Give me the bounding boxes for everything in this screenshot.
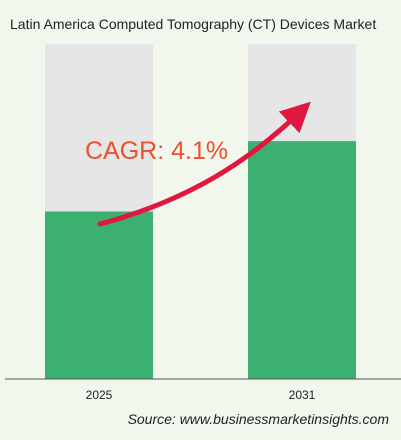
x-tick-label-2031: 2031 — [289, 388, 316, 402]
cagr-arrow — [97, 101, 311, 227]
bar-2031 — [248, 141, 356, 379]
chart-title: Latin America Computed Tomography (CT) D… — [10, 16, 377, 32]
bar-2025 — [45, 211, 153, 379]
source-note: Source: www.businessmarketinsights.com — [127, 411, 389, 427]
x-tick-label-2025: 2025 — [86, 388, 113, 402]
cagr-annotation: CAGR: 4.1% — [85, 137, 228, 165]
